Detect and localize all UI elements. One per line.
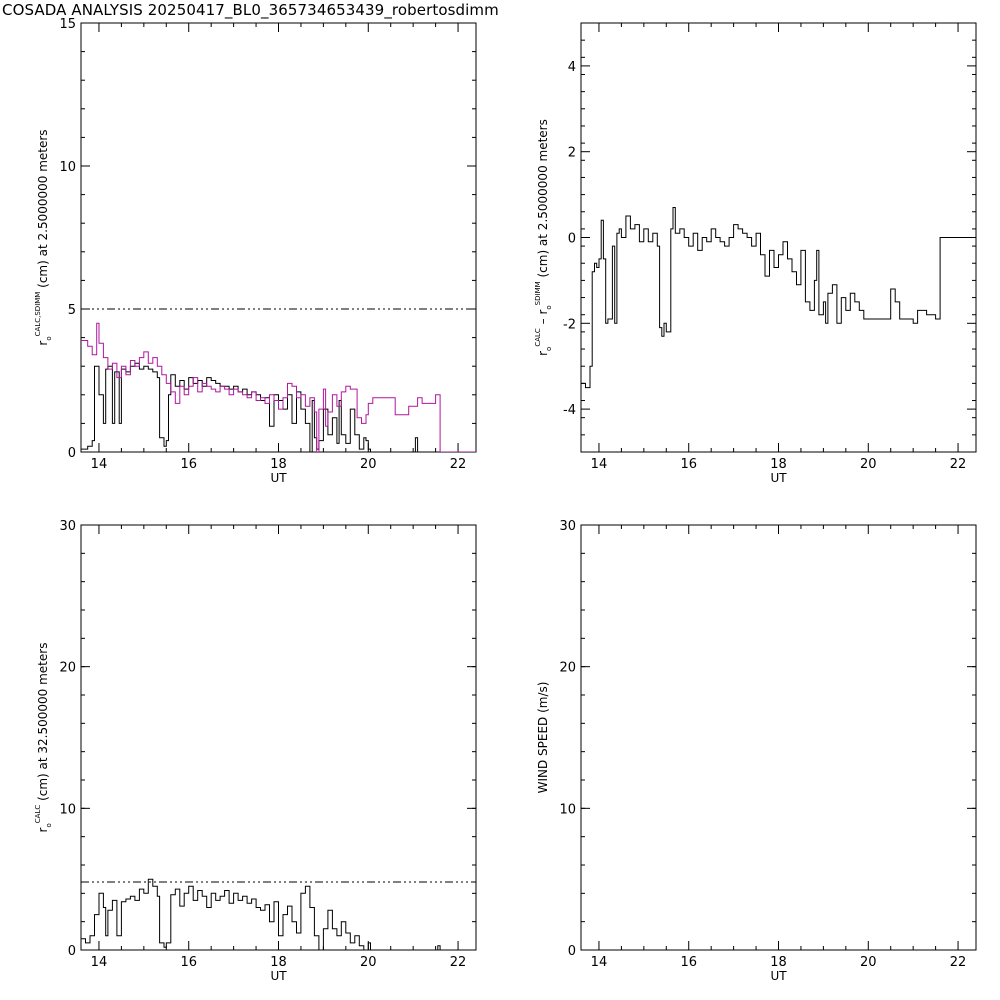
- x-tick-label: 18: [770, 955, 787, 970]
- x-tick-label: 14: [591, 955, 608, 970]
- x-tick-label: 16: [180, 955, 197, 970]
- y-tick-label: 2: [568, 146, 576, 161]
- x-axis-title: UT: [770, 969, 787, 983]
- x-tick-label: 20: [860, 955, 877, 970]
- y-tick-label: 0: [568, 944, 576, 959]
- y-tick-label: 30: [559, 519, 576, 534]
- x-tick-label: 20: [360, 457, 377, 472]
- y-tick-label: 15: [59, 17, 76, 32]
- series-line-0: [81, 878, 476, 950]
- x-tick-label: 22: [950, 955, 967, 970]
- x-tick-label: 18: [270, 457, 287, 472]
- y-tick-label: -4: [563, 403, 576, 418]
- plot-frame: [80, 22, 477, 453]
- y-tick-label: 0: [68, 446, 76, 461]
- x-tick-label: 14: [91, 457, 108, 472]
- bottom-left-chart: 14 16 18 20 22 0 10 20 30 UT roCALC (cm) at 32.500…: [34, 519, 477, 983]
- x-tick-label: 22: [450, 955, 467, 970]
- y-tick-label: 10: [59, 160, 76, 175]
- y-tick-label: 30: [59, 519, 76, 534]
- y-tick-label: 0: [68, 944, 76, 959]
- y-tick-label: 20: [559, 661, 576, 676]
- x-tick-label: 18: [270, 955, 287, 970]
- x-tick-label: 16: [680, 955, 697, 970]
- series-line-0: [581, 207, 976, 389]
- x-tick-label: 16: [680, 457, 697, 472]
- y-tick-label: 0: [568, 232, 576, 247]
- x-axis-title: UT: [270, 471, 287, 485]
- plot-frame: [580, 524, 977, 951]
- x-axis-title: UT: [770, 471, 787, 485]
- x-tick-label: 20: [860, 457, 877, 472]
- y-axis-title: roCALC – roSDIMM (cm) at 2.5000000 meter…: [534, 119, 553, 356]
- x-tick-label: 14: [91, 955, 108, 970]
- plot-frame: [580, 22, 977, 453]
- bottom-right-chart: 14 16 18 20 22 0 10 20 30 UT WIND SPEED (m/s): [536, 519, 977, 983]
- y-axis-title: WIND SPEED (m/s): [536, 682, 550, 794]
- y-axis-title: roCALC (cm) at 32.500000 meters: [34, 643, 53, 833]
- y-axis-title: roCALC,SDIMM (cm) at 2.5000000 meters: [34, 129, 53, 345]
- series-line-1: [81, 322, 476, 452]
- x-tick-label: 18: [770, 457, 787, 472]
- x-tick-label: 22: [450, 457, 467, 472]
- x-axis-title: UT: [270, 969, 287, 983]
- top-right-chart: 14 16 18 20 22 -4 -2 0 2 4 UT roCALC – roSDIMM (cm)…: [534, 22, 977, 485]
- x-tick-label: 16: [180, 457, 197, 472]
- x-tick-label: 20: [360, 955, 377, 970]
- y-tick-label: -2: [563, 317, 576, 332]
- page-title: COSADA ANALYSIS 20250417_BL0_36573465343…: [2, 1, 499, 19]
- y-tick-label: 10: [559, 802, 576, 817]
- y-tick-label: 5: [68, 303, 76, 318]
- top-left-chart: 14 16 18 20 22 0 5 10 15 UT roCALC,SDIMM (cm) at 2…: [34, 17, 477, 485]
- y-tick-label: 4: [568, 60, 576, 75]
- plot-frame: [80, 524, 477, 951]
- y-tick-label: 10: [59, 802, 76, 817]
- y-tick-label: 20: [59, 661, 76, 676]
- x-tick-label: 22: [950, 457, 967, 472]
- x-tick-label: 14: [591, 457, 608, 472]
